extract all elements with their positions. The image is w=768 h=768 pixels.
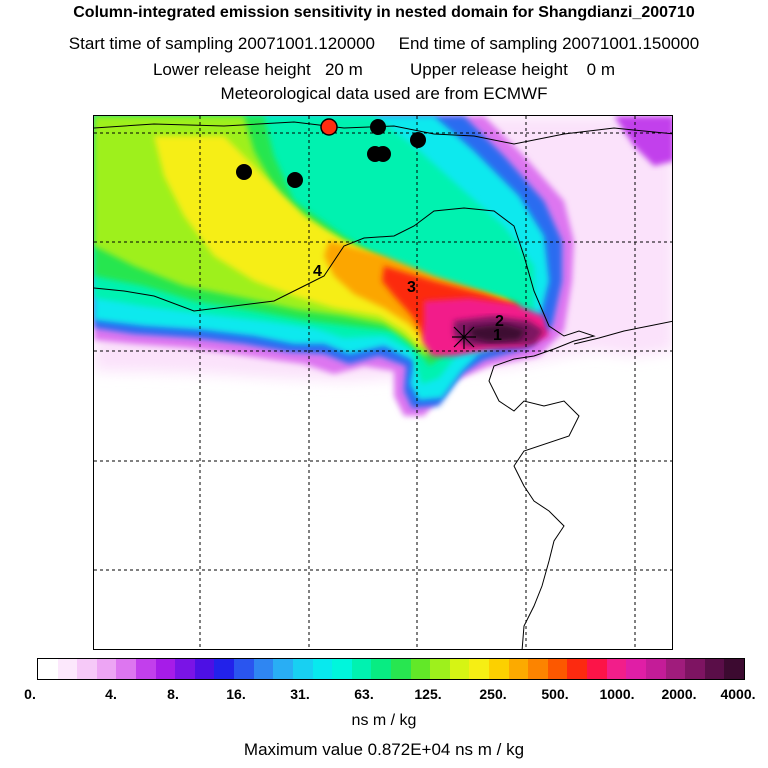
met-data-text: Meteorological data used are from ECMWF xyxy=(220,84,548,103)
colorbar-tick-label: 4. xyxy=(105,686,117,702)
contour-level-2 xyxy=(614,116,672,166)
colorbar-segment xyxy=(449,659,470,679)
colorbar-tick-label: 16. xyxy=(226,686,246,702)
colorbar-segment xyxy=(175,659,195,679)
colorbar-segment xyxy=(214,659,235,679)
colorbar-segment xyxy=(469,659,490,679)
map-plot: 4 3 2 1 xyxy=(94,116,672,649)
colorbar-segment xyxy=(528,659,548,679)
colorbar-tick-label: 8. xyxy=(167,686,179,702)
site-marker xyxy=(287,172,303,188)
colorbar-tick-label: 1000. xyxy=(599,686,635,702)
colorbar-segment xyxy=(234,659,254,679)
colorbar-segment xyxy=(508,659,529,679)
colorbar-segment xyxy=(57,659,78,679)
colorbar-tick-label: 500. xyxy=(541,686,569,702)
colorbar-segment xyxy=(155,659,176,679)
lat-lon-grid xyxy=(94,116,672,649)
site-marker xyxy=(236,164,252,180)
colorbar-segment xyxy=(645,659,666,679)
colorbar-segment xyxy=(371,659,391,679)
colorbar-segment xyxy=(430,659,450,679)
colorbar-segment xyxy=(77,659,97,679)
colorbar-segment xyxy=(626,659,646,679)
colorbar-segment xyxy=(410,659,431,679)
colorbar-tick-label: 63. xyxy=(354,686,374,702)
colorbar-segment xyxy=(332,659,352,679)
colorbar-segment xyxy=(312,659,333,679)
release-height-text: Lower release height 20 m Upper release … xyxy=(152,60,616,79)
site-marker xyxy=(370,119,386,135)
colorbar-segment xyxy=(292,659,313,679)
coastline-north xyxy=(94,121,672,145)
coastline xyxy=(94,121,672,649)
colorbar-segment xyxy=(273,659,293,679)
colorbar-tick-label: 4000. xyxy=(720,686,756,702)
day-label: 3 xyxy=(407,279,416,296)
maximum-value-text: Maximum value 0.872E+04 ns m / kg xyxy=(243,740,525,759)
day-label: 4 xyxy=(313,263,322,280)
colorbar-segment xyxy=(38,659,58,679)
sampling-time-text: Start time of sampling 20071001.120000 E… xyxy=(68,34,700,53)
contour-level-14 xyxy=(469,324,526,342)
site-marker xyxy=(410,132,426,148)
colorbar-tick-label: 125. xyxy=(414,686,442,702)
colorbar-segment xyxy=(116,659,137,679)
colorbar-segment xyxy=(547,659,568,679)
colorbar xyxy=(37,658,745,680)
release-point-icon xyxy=(452,325,476,349)
receptor-marker xyxy=(320,118,338,136)
colorbar-segment xyxy=(704,659,725,679)
colorbar-segment xyxy=(390,659,411,679)
colorbar-segment xyxy=(136,659,156,679)
sensitivity-map: 4 3 2 1 xyxy=(93,115,673,650)
colorbar-segment xyxy=(351,659,372,679)
site-marker xyxy=(375,146,391,162)
colorbar-tick-label: 250. xyxy=(479,686,507,702)
colorbar-tick-label: 2000. xyxy=(661,686,697,702)
colorbar-units: ns m / kg xyxy=(351,712,417,729)
colorbar-tick-label: 31. xyxy=(290,686,310,702)
map-title: Column-integrated emission sensitivity i… xyxy=(73,4,695,21)
colorbar-segment xyxy=(489,659,509,679)
colorbar-segment xyxy=(587,659,607,679)
coastline-korea xyxy=(573,320,672,345)
coastline-bay xyxy=(94,207,596,649)
colorbar-tick-label: 0. xyxy=(24,686,36,702)
colorbar-segment xyxy=(253,659,274,679)
colorbar-segment xyxy=(194,659,215,679)
colorbar-segment xyxy=(96,659,117,679)
colorbar-segment xyxy=(724,659,744,679)
colorbar-segment xyxy=(567,659,588,679)
colorbar-segment xyxy=(685,659,705,679)
colorbar-segment xyxy=(606,659,627,679)
day-label: 1 xyxy=(493,327,502,344)
site-markers xyxy=(236,118,426,188)
day-label: 2 xyxy=(495,313,504,330)
colorbar-segment xyxy=(665,659,686,679)
